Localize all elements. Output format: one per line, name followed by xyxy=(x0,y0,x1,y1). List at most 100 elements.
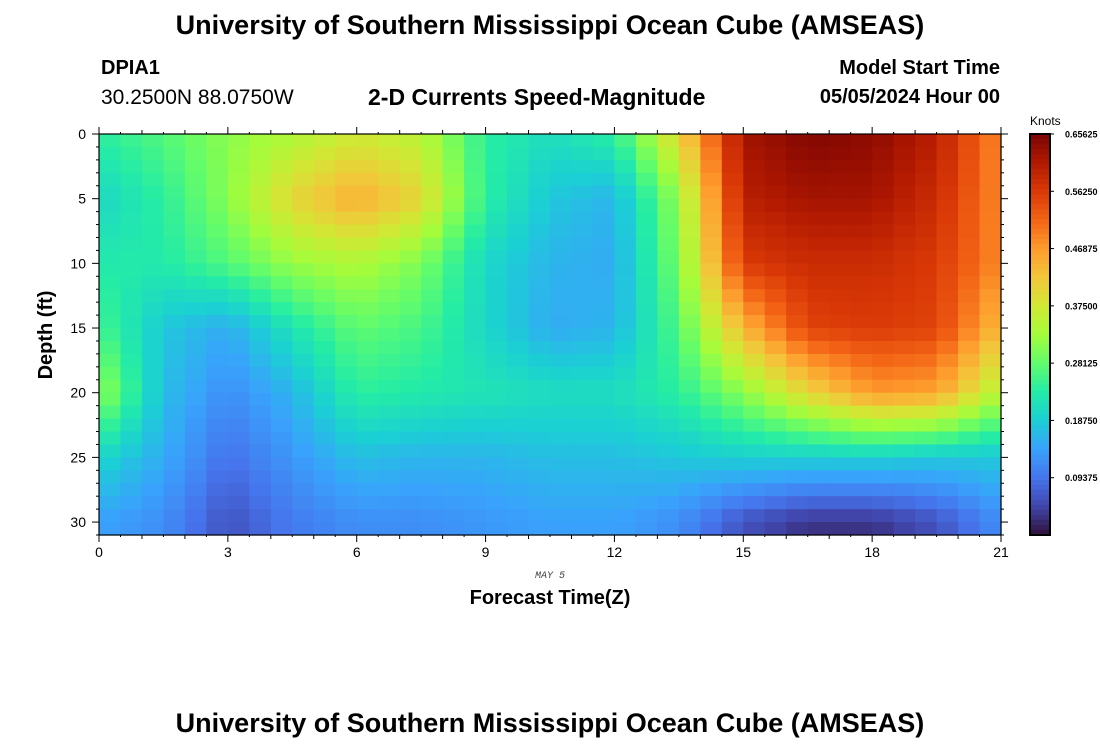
heatmap-cell xyxy=(184,328,207,342)
colorbar-segment xyxy=(1030,399,1050,406)
heatmap-cell xyxy=(141,470,165,484)
heatmap-cell xyxy=(936,457,959,471)
heatmap-cell xyxy=(700,379,723,394)
heatmap-cell xyxy=(979,315,1002,329)
heatmap-cell xyxy=(592,315,616,329)
heatmap-cell xyxy=(485,328,508,342)
heatmap-cell xyxy=(378,457,401,471)
heatmap-cell xyxy=(206,276,229,290)
heatmap-cell xyxy=(657,405,680,420)
heatmap-cell xyxy=(270,263,293,277)
heatmap-cell xyxy=(764,431,787,446)
heatmap-cell xyxy=(979,418,1002,433)
heatmap-cell xyxy=(378,392,401,407)
heatmap-cell xyxy=(464,431,487,446)
colorbar-segment xyxy=(1030,364,1050,371)
heatmap-cell xyxy=(270,315,293,329)
colorbar-segment xyxy=(1030,514,1050,521)
heatmap-cell xyxy=(184,172,207,187)
heatmap-cell xyxy=(249,392,272,407)
heatmap-cell xyxy=(313,146,336,161)
heatmap-cell xyxy=(635,405,658,420)
heatmap-cell xyxy=(850,444,873,458)
heatmap-cell xyxy=(915,315,938,329)
heatmap-cell xyxy=(571,315,594,329)
heatmap-cell xyxy=(141,198,165,213)
heatmap-cell xyxy=(485,457,508,471)
heatmap-cell xyxy=(356,366,379,381)
colorbar-segment xyxy=(1030,384,1050,391)
heatmap-cell xyxy=(249,405,272,420)
heatmap-cell xyxy=(979,263,1002,277)
heatmap-cell xyxy=(206,134,229,148)
heatmap-cell xyxy=(657,509,680,523)
colorbar-segment xyxy=(1030,299,1050,306)
heatmap-cell xyxy=(700,185,723,200)
colorbar-segment xyxy=(1030,214,1050,220)
heatmap-cell xyxy=(592,496,616,510)
heatmap-cell xyxy=(356,496,379,510)
heatmap-cell xyxy=(614,483,637,497)
heatmap-cell xyxy=(979,211,1002,226)
heatmap-cell xyxy=(227,483,250,497)
heatmap-cell xyxy=(764,366,787,381)
heatmap-cell xyxy=(184,276,207,290)
heatmap-cell xyxy=(163,496,186,510)
heatmap-cell xyxy=(421,444,444,458)
heatmap-cell xyxy=(421,315,444,329)
heatmap-cell xyxy=(614,444,637,458)
heatmap-cell xyxy=(99,392,122,407)
heatmap-cell xyxy=(442,159,465,174)
heatmap-cell xyxy=(764,392,787,407)
heatmap-cell xyxy=(528,444,551,458)
heatmap-cell xyxy=(99,457,122,471)
heatmap-cell xyxy=(958,134,981,148)
heatmap-cell xyxy=(206,405,229,420)
heatmap-cell xyxy=(485,366,508,381)
heatmap-cell xyxy=(206,483,229,497)
heatmap-cell xyxy=(786,431,809,446)
heatmap-cell xyxy=(421,340,444,355)
heatmap-cell xyxy=(464,418,487,433)
colorbar-segment xyxy=(1030,154,1050,160)
heatmap-cell xyxy=(206,302,229,316)
heatmap-cell xyxy=(721,302,744,316)
heatmap-cell xyxy=(764,237,787,252)
heatmap-cell xyxy=(421,496,444,510)
heatmap-cell xyxy=(378,496,401,510)
heatmap-cell xyxy=(356,470,379,484)
heatmap-cell xyxy=(915,134,938,148)
heatmap-cell xyxy=(507,211,530,226)
heatmap-cell xyxy=(528,328,551,342)
heatmap-cell xyxy=(721,392,744,407)
heatmap-cell xyxy=(979,470,1002,484)
heatmap-cell xyxy=(786,250,809,264)
heatmap-cell xyxy=(120,509,143,523)
heatmap-cell xyxy=(872,276,895,290)
y-tick-label: 5 xyxy=(78,191,86,207)
heatmap-cell xyxy=(378,159,401,174)
heatmap-cell xyxy=(356,185,379,200)
heatmap-cell xyxy=(915,211,938,226)
heatmap-cell xyxy=(120,211,143,226)
heatmap-cell xyxy=(700,134,723,148)
heatmap-cell xyxy=(378,250,401,264)
heatmap-cell xyxy=(485,353,508,368)
heatmap-cell xyxy=(958,237,981,252)
heatmap-cell xyxy=(915,431,938,446)
heatmap-cell xyxy=(249,198,272,213)
heatmap-cell xyxy=(700,483,723,497)
heatmap-cell xyxy=(958,405,981,420)
heatmap-cell xyxy=(249,302,272,316)
heatmap-cell xyxy=(915,237,938,252)
heatmap-cell xyxy=(163,224,186,239)
heatmap-cell xyxy=(507,405,530,420)
heatmap-cell xyxy=(292,172,315,187)
heatmap-cell xyxy=(442,483,465,497)
heatmap-cell xyxy=(270,211,293,226)
heatmap-cell xyxy=(356,444,379,458)
heatmap-cell xyxy=(678,328,701,342)
heatmap-cell xyxy=(227,276,250,290)
heatmap-cell xyxy=(313,431,336,446)
heatmap-cell xyxy=(850,237,873,252)
